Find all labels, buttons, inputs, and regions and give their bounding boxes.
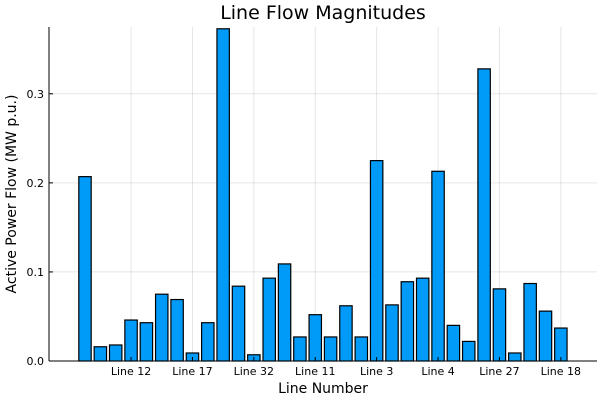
x-ticks: Line 12 Line 17 Line 32 Line 11 Line 3 Line 4…	[111, 357, 581, 378]
bar	[492, 288, 507, 362]
bar	[523, 282, 537, 362]
bar	[78, 176, 92, 362]
bar	[231, 285, 246, 362]
bar	[415, 277, 430, 362]
bar	[154, 293, 169, 362]
bar	[93, 346, 108, 362]
x-tick-label: Line 3	[360, 365, 393, 378]
bar	[554, 327, 568, 362]
bar	[339, 305, 353, 362]
bar	[538, 310, 553, 362]
bar	[446, 324, 461, 362]
bar	[108, 344, 123, 362]
bar	[201, 322, 215, 362]
bar	[124, 319, 138, 362]
x-axis-label: Line Number	[278, 381, 368, 397]
bar	[477, 68, 491, 362]
bar	[216, 28, 230, 362]
bar	[323, 336, 338, 362]
y-ticks: 0.0 0.1 0.2 0.3	[27, 88, 53, 368]
axes	[48, 27, 597, 362]
x-tick-label: Line 11	[295, 365, 335, 378]
bar	[308, 314, 323, 362]
y-tick-label: 0.1	[27, 266, 45, 279]
x-tick-label: Line 32	[234, 365, 274, 378]
y-axis-label: Active Power Flow (MW p.u.)	[4, 95, 20, 294]
y-tick-label: 0.3	[27, 88, 45, 101]
y-tick-label: 0.0	[27, 355, 45, 368]
x-tick-label: Line 18	[541, 365, 581, 378]
bar	[508, 352, 522, 362]
chart-title: Line Flow Magnitudes	[220, 2, 426, 24]
y-tick-label: 0.2	[27, 177, 45, 190]
bar	[461, 340, 476, 362]
bar	[262, 277, 276, 362]
x-tick-label: Line 4	[421, 365, 454, 378]
bar	[385, 304, 399, 362]
grid	[49, 27, 597, 362]
bar	[139, 322, 154, 362]
x-tick-label: Line 17	[172, 365, 212, 378]
bar	[369, 160, 384, 362]
bars	[78, 28, 568, 362]
bar	[293, 336, 307, 362]
bar	[170, 298, 184, 362]
bar	[431, 170, 445, 362]
bar	[277, 263, 292, 362]
bar	[400, 281, 415, 362]
x-tick-label: Line 12	[111, 365, 151, 378]
x-tick-label: Line 27	[479, 365, 519, 378]
bar	[354, 336, 369, 362]
